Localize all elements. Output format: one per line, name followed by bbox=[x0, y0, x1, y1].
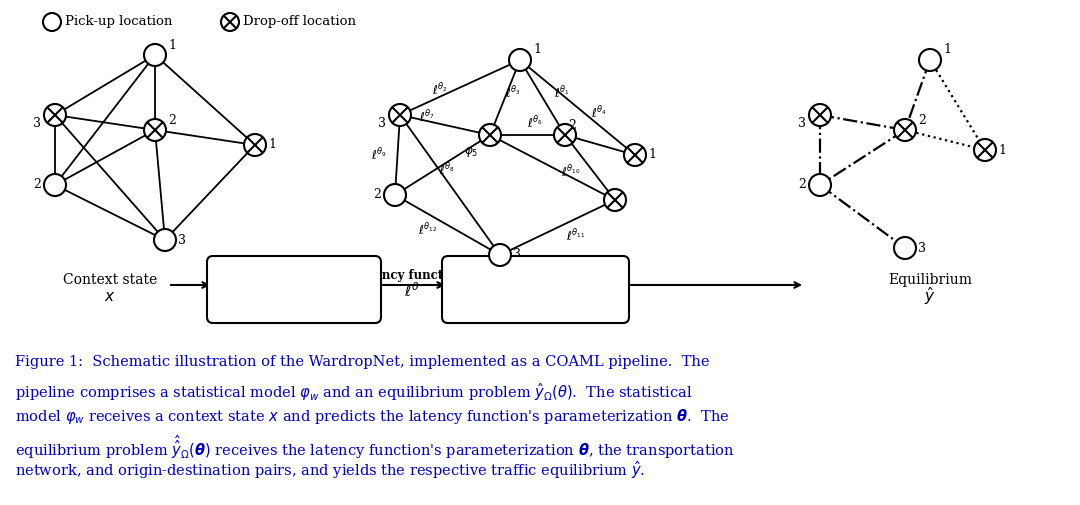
Circle shape bbox=[384, 184, 406, 206]
Text: 2: 2 bbox=[918, 114, 926, 127]
Circle shape bbox=[144, 44, 166, 66]
Text: $\ell^{\theta_6}$: $\ell^{\theta_6}$ bbox=[527, 115, 543, 131]
Circle shape bbox=[509, 49, 531, 71]
Text: $\hat{y}$: $\hat{y}$ bbox=[924, 285, 935, 307]
Circle shape bbox=[624, 144, 646, 166]
Text: 3: 3 bbox=[513, 248, 521, 262]
Text: $\ell^{\theta_{11}}$: $\ell^{\theta_{11}}$ bbox=[566, 227, 585, 244]
Circle shape bbox=[44, 174, 66, 196]
Circle shape bbox=[480, 124, 501, 146]
Text: $\ell^{\theta_8}$: $\ell^{\theta_8}$ bbox=[440, 162, 456, 178]
Text: Statistical model: Statistical model bbox=[238, 278, 350, 291]
Text: 1: 1 bbox=[648, 148, 656, 162]
Text: 2: 2 bbox=[798, 178, 806, 191]
Text: 2: 2 bbox=[568, 119, 576, 132]
Text: $\varphi_5$: $\varphi_5$ bbox=[463, 145, 478, 159]
Text: $\ell^{\theta_1}$: $\ell^{\theta_1}$ bbox=[554, 84, 570, 101]
Text: (CO-layer): (CO-layer) bbox=[500, 266, 570, 278]
Text: equilibrium problem $\hat{\hat{y}}_\Omega(\boldsymbol{\theta})$ receives the lat: equilibrium problem $\hat{\hat{y}}_\Omeg… bbox=[15, 433, 734, 461]
Text: $\ell^{\theta_7}$: $\ell^{\theta_7}$ bbox=[419, 109, 435, 125]
Text: $\hat{y}_\Omega(\boldsymbol{\theta})$: $\hat{y}_\Omega(\boldsymbol{\theta})$ bbox=[515, 288, 555, 310]
Circle shape bbox=[44, 104, 66, 126]
Text: $\ell^\theta$: $\ell^\theta$ bbox=[404, 282, 420, 300]
Circle shape bbox=[809, 104, 831, 126]
Text: Equilibrium problem: Equilibrium problem bbox=[465, 278, 605, 291]
Text: (ML-layer): (ML-layer) bbox=[258, 266, 329, 278]
Text: network, and origin-destination pairs, and yields the respective traffic equilib: network, and origin-destination pairs, a… bbox=[15, 459, 645, 481]
Circle shape bbox=[919, 49, 941, 71]
Text: $\ell^{\theta_4}$: $\ell^{\theta_4}$ bbox=[592, 104, 608, 121]
Text: pipeline comprises a statistical model $\varphi_w$ and an equilibrium problem $\: pipeline comprises a statistical model $… bbox=[15, 381, 692, 403]
Text: 3: 3 bbox=[918, 241, 926, 255]
Text: Drop-off location: Drop-off location bbox=[243, 16, 356, 28]
Text: Figure 1:  Schematic illustration of the WardropNet, implemented as a COAML pipe: Figure 1: Schematic illustration of the … bbox=[15, 355, 710, 369]
Text: 3: 3 bbox=[378, 117, 386, 130]
Circle shape bbox=[144, 119, 166, 141]
Circle shape bbox=[974, 139, 996, 161]
Text: 1: 1 bbox=[268, 138, 276, 152]
Text: 2: 2 bbox=[33, 178, 41, 191]
FancyBboxPatch shape bbox=[207, 256, 381, 323]
Text: $x$: $x$ bbox=[105, 290, 116, 304]
Text: $\ell^{\theta_{10}}$: $\ell^{\theta_{10}}$ bbox=[561, 164, 580, 181]
Text: model $\varphi_w$ receives a context state $x$ and predicts the latency function: model $\varphi_w$ receives a context sta… bbox=[15, 407, 729, 426]
Text: Latency functions: Latency functions bbox=[353, 270, 471, 282]
Text: Context state: Context state bbox=[63, 273, 157, 287]
Circle shape bbox=[604, 189, 626, 211]
Text: 2: 2 bbox=[373, 188, 381, 201]
Text: 2: 2 bbox=[168, 114, 176, 127]
FancyBboxPatch shape bbox=[442, 256, 629, 323]
Text: 1: 1 bbox=[534, 43, 541, 56]
Text: 1: 1 bbox=[168, 39, 176, 52]
Text: Pick-up location: Pick-up location bbox=[65, 16, 173, 28]
Circle shape bbox=[489, 244, 511, 266]
Text: $\ell^{\theta_2}$: $\ell^{\theta_2}$ bbox=[432, 81, 448, 98]
Text: $\ell^{\theta_9}$: $\ell^{\theta_9}$ bbox=[372, 146, 388, 163]
Text: 3: 3 bbox=[798, 117, 806, 130]
Text: 3: 3 bbox=[33, 117, 41, 130]
Text: $\boldsymbol{\theta} = \varphi_w(x)$: $\boldsymbol{\theta} = \varphi_w(x)$ bbox=[260, 289, 327, 309]
Circle shape bbox=[894, 119, 916, 141]
Circle shape bbox=[809, 174, 831, 196]
Text: 1: 1 bbox=[998, 143, 1005, 157]
Text: 3: 3 bbox=[178, 233, 186, 246]
Text: $\ell^{\theta_{12}}$: $\ell^{\theta_{12}}$ bbox=[418, 222, 437, 238]
Circle shape bbox=[244, 134, 266, 156]
Circle shape bbox=[894, 237, 916, 259]
Text: $\ell^{\theta_3}$: $\ell^{\theta_3}$ bbox=[505, 84, 521, 101]
Circle shape bbox=[221, 13, 239, 31]
Circle shape bbox=[389, 104, 411, 126]
Text: 1: 1 bbox=[943, 43, 951, 56]
Circle shape bbox=[43, 13, 60, 31]
Circle shape bbox=[554, 124, 576, 146]
Circle shape bbox=[154, 229, 176, 251]
Text: Equilibrium: Equilibrium bbox=[888, 273, 972, 287]
